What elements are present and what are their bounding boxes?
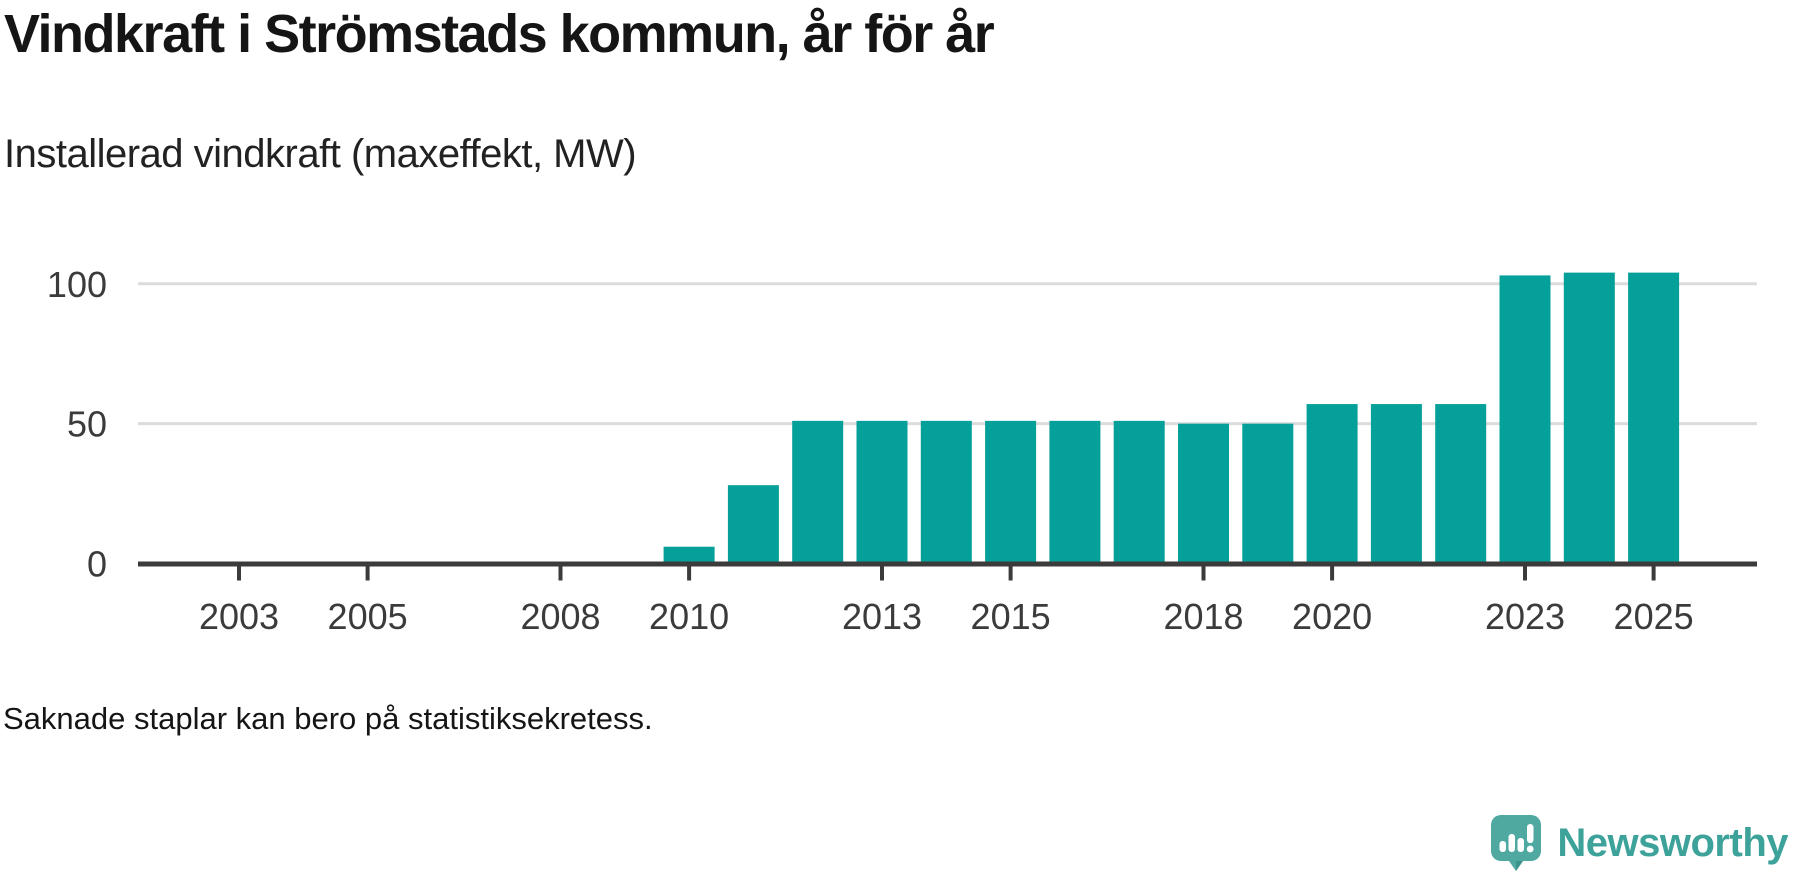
x-tick-2005 bbox=[365, 566, 370, 581]
bar-2021 bbox=[1370, 404, 1422, 564]
newsworthy-bubble-chart-icon bbox=[1491, 815, 1542, 871]
x-tick-label-2008: 2008 bbox=[520, 596, 600, 637]
chart-title: Vindkraft i Strömstads kommun, år för år bbox=[4, 4, 995, 64]
x-tick-label-2020: 2020 bbox=[1292, 596, 1372, 637]
bar-2017 bbox=[1113, 420, 1165, 564]
chart-subtitle: Installerad vindkraft (maxeffekt, MW) bbox=[4, 132, 637, 176]
x-tick-2003 bbox=[237, 566, 241, 581]
x-tick-label-2003: 2003 bbox=[199, 596, 279, 637]
bar-2018 bbox=[1178, 423, 1229, 564]
x-axis-line bbox=[138, 561, 1757, 567]
x-tick-label-2013: 2013 bbox=[842, 596, 922, 637]
bar-2016 bbox=[1049, 420, 1101, 564]
x-tick-2025 bbox=[1651, 566, 1656, 581]
x-tick-label-2005: 2005 bbox=[328, 596, 408, 637]
x-tick-label-2023: 2023 bbox=[1485, 596, 1565, 637]
speech-bubble-tail-shade bbox=[1516, 861, 1524, 871]
chart-footnote: Saknade staplar kan bero på statistiksek… bbox=[3, 701, 653, 736]
mini-bar-3 bbox=[1517, 838, 1525, 852]
newsworthy-logo-text: Newsworthy bbox=[1557, 821, 1788, 865]
bar-2012 bbox=[792, 420, 844, 564]
x-tick-2013 bbox=[880, 566, 884, 581]
y-tick-label-0: 0 bbox=[87, 544, 107, 585]
exclamation-dot bbox=[1527, 845, 1534, 853]
bar-2022 bbox=[1435, 404, 1487, 564]
x-tick-2010 bbox=[687, 566, 692, 581]
x-tick-label-2015: 2015 bbox=[971, 596, 1051, 637]
x-tick-label-2025: 2025 bbox=[1614, 596, 1694, 637]
newsworthy-logo[interactable]: Newsworthy bbox=[1490, 814, 1788, 872]
bar-2011 bbox=[727, 485, 779, 564]
x-tick-2023 bbox=[1523, 566, 1527, 581]
bar-2025 bbox=[1628, 272, 1680, 564]
bar-2020 bbox=[1306, 404, 1358, 564]
x-tick-2015 bbox=[1008, 566, 1013, 581]
bar-2014 bbox=[920, 420, 972, 564]
mini-bar-2 bbox=[1508, 834, 1516, 852]
x-tick-2008 bbox=[558, 566, 563, 581]
x-tick-label-2010: 2010 bbox=[649, 596, 729, 637]
bar-2024 bbox=[1563, 272, 1615, 564]
y-tick-label-100: 100 bbox=[47, 264, 107, 305]
x-tick-label-2018: 2018 bbox=[1163, 596, 1243, 637]
y-tick-label-50: 50 bbox=[67, 404, 107, 445]
x-tick-2020 bbox=[1330, 566, 1335, 581]
bar-2019 bbox=[1242, 423, 1294, 564]
exclamation-bar bbox=[1527, 824, 1534, 843]
bar-2010 bbox=[663, 546, 715, 564]
x-tick-2018 bbox=[1201, 566, 1206, 581]
bar-2015 bbox=[985, 420, 1037, 564]
bar-2013 bbox=[856, 420, 908, 564]
mini-bar-1 bbox=[1499, 841, 1507, 852]
bar-2023 bbox=[1499, 275, 1551, 564]
